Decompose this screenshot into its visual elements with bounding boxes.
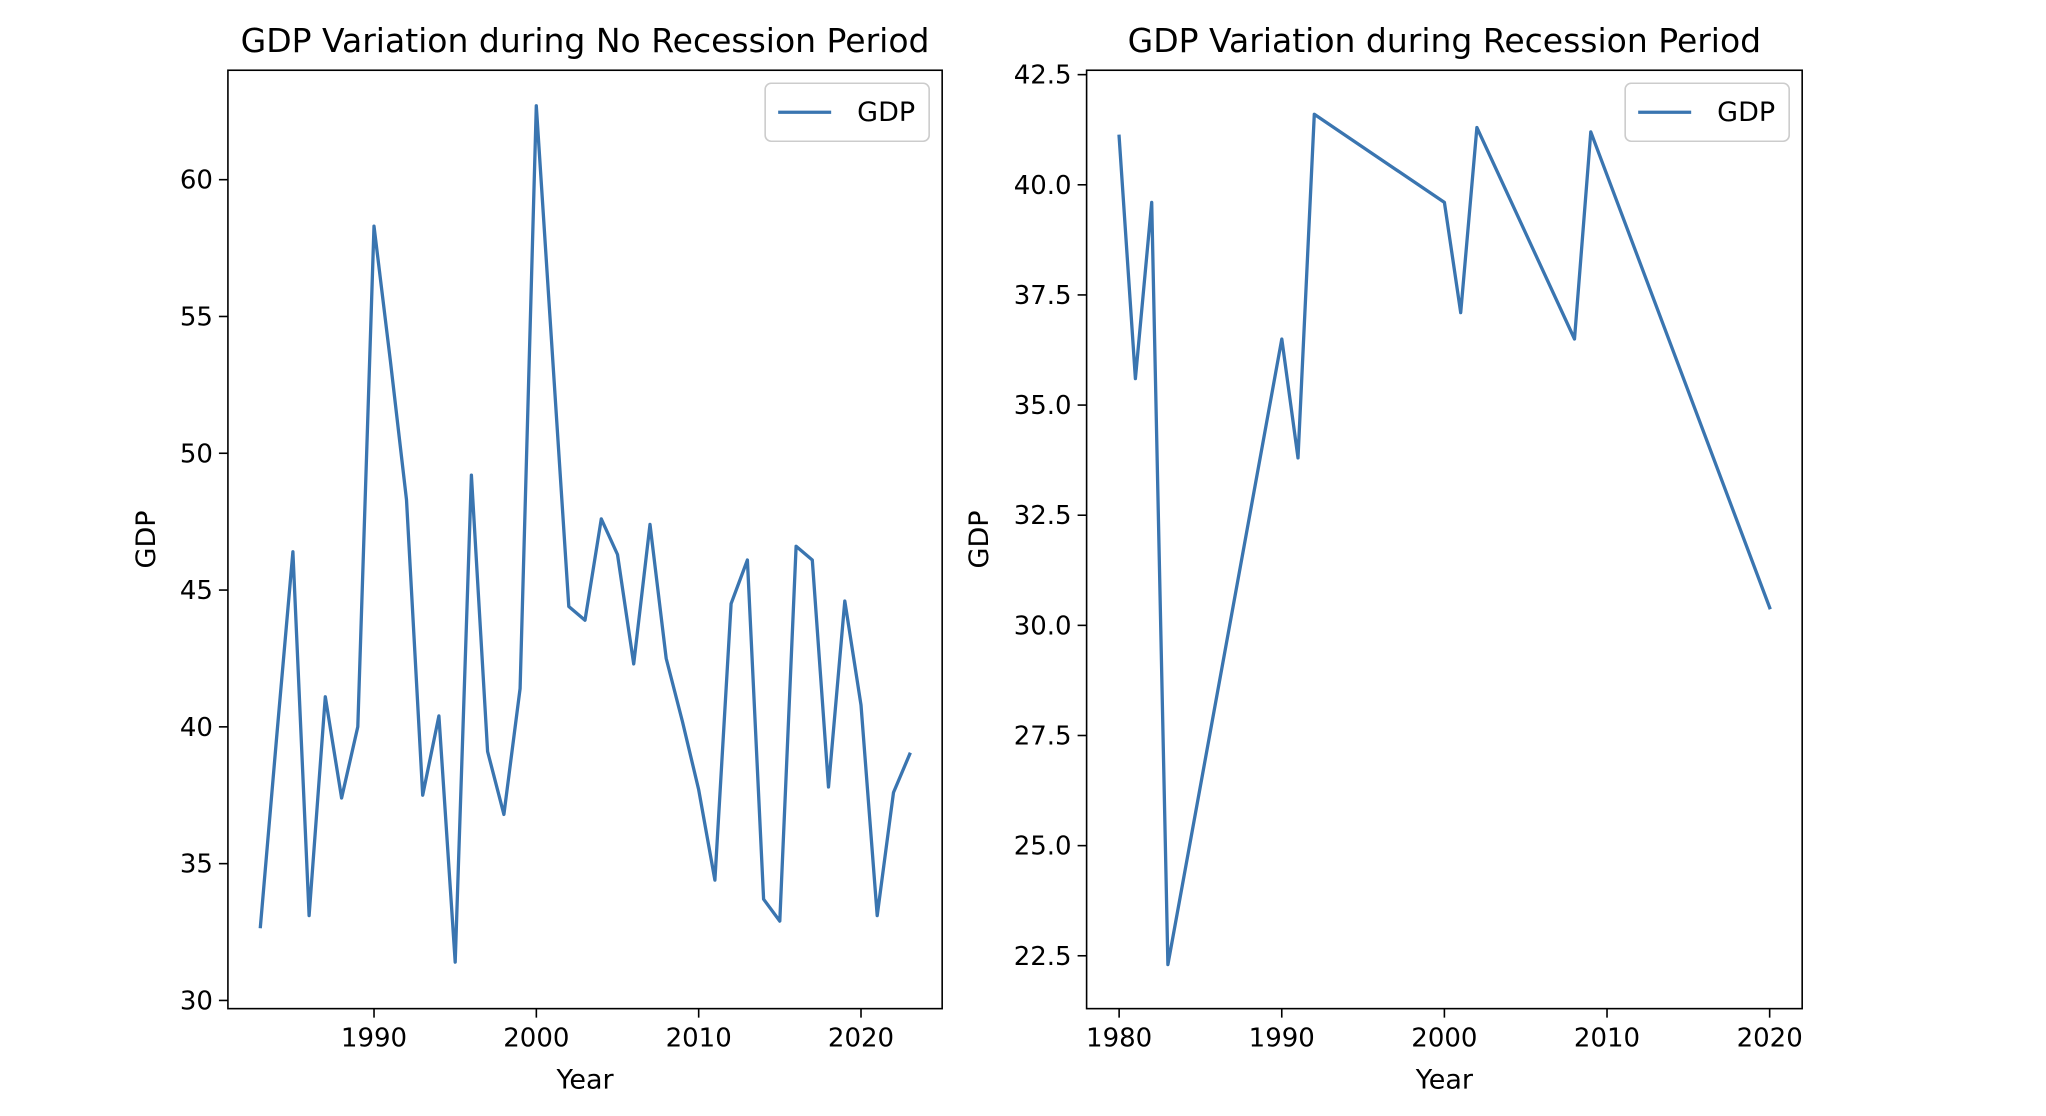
- chart-1-series-line-1: [258, 104, 912, 964]
- chart-2-y-tick-label: 27.5: [1014, 721, 1072, 751]
- chart-1-axes-frame: [227, 69, 943, 1010]
- chart-2-y-tick-label: 22.5: [1014, 942, 1072, 972]
- chart-2-y-axis-label: GDP: [964, 510, 995, 568]
- chart-2-legend-box: [1624, 82, 1790, 143]
- chart-1-legend-box: [764, 82, 930, 143]
- chart-1-title: GDP Variation during No Recession Period: [241, 21, 930, 60]
- chart-1-legend-label: GDP: [857, 97, 915, 128]
- chart-2-x-tick-label: 1980: [1086, 1024, 1152, 1054]
- chart-1-x-tick-label: 2020: [828, 1024, 894, 1054]
- chart-1-y-tick-label: 60: [180, 166, 213, 196]
- chart-1-x-tick-label: 2010: [666, 1024, 732, 1054]
- chart-2-y-tick-label: 42.5: [1014, 61, 1072, 91]
- chart-2-x-tick-label: 2010: [1574, 1024, 1640, 1054]
- chart-1-y-axis-label: GDP: [131, 510, 162, 568]
- chart-2-legend-label: GDP: [1717, 97, 1775, 128]
- chart-2-y-tick-label: 32.5: [1014, 501, 1072, 531]
- chart-2-x-tick-label: 1990: [1249, 1024, 1315, 1054]
- chart-2-y-tick-label: 30.0: [1014, 611, 1072, 641]
- chart-1-x-tick-label: 2000: [503, 1024, 569, 1054]
- chart-1-y-tick-label: 35: [180, 850, 213, 880]
- chart-1-x-axis-label: Year: [555, 1065, 614, 1096]
- chart-1-y-tick-label: 45: [180, 576, 213, 606]
- chart-2-x-tick-label: 2000: [1411, 1024, 1477, 1054]
- chart-1-y-tick-label: 50: [180, 439, 213, 469]
- chart-2-title: GDP Variation during Recession Period: [1128, 21, 1761, 60]
- chart-1-y-tick-label: 40: [180, 713, 213, 743]
- chart-1-y-tick-label: 30: [180, 986, 213, 1016]
- chart-2-y-tick-label: 25.0: [1014, 832, 1072, 862]
- chart-2-axes-frame: [1085, 69, 1803, 1010]
- chart-2-series-line-1: [1117, 112, 1772, 967]
- chart-1-x-tick-label: 1990: [341, 1024, 407, 1054]
- chart-2-x-axis-label: Year: [1415, 1065, 1474, 1096]
- chart-2-y-tick-label: 35.0: [1014, 391, 1072, 421]
- chart-2-y-tick-label: 37.5: [1014, 281, 1072, 311]
- chart-1-y-tick-label: 55: [180, 302, 213, 332]
- chart-2-y-tick-label: 40.0: [1014, 171, 1072, 201]
- chart-2-x-tick-label: 2020: [1737, 1024, 1803, 1054]
